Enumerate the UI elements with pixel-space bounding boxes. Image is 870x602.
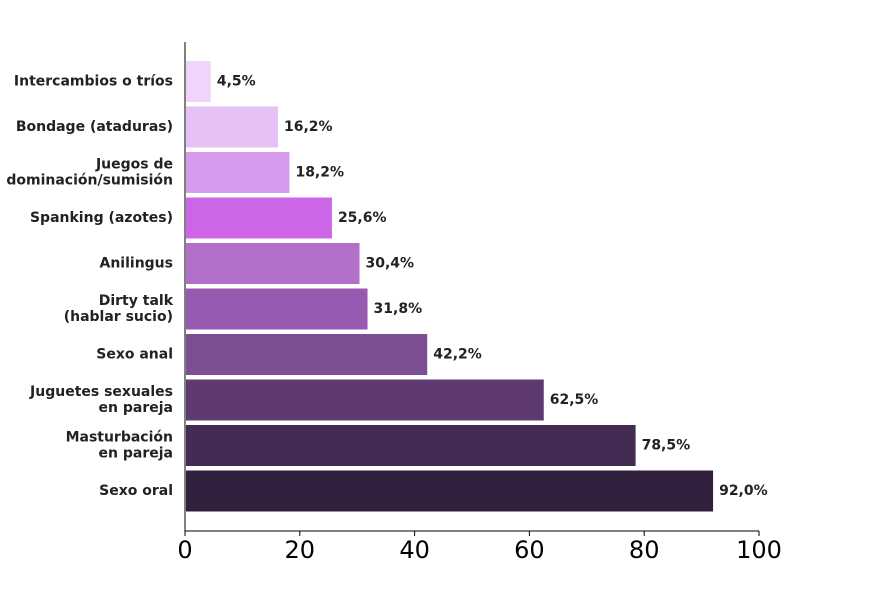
value-label-3: 25,6% [338, 210, 387, 226]
category-label-2: Juegos de dominación/sumisión [6, 157, 173, 189]
value-label-1: 16,2% [284, 119, 333, 135]
x-tick-label-2: 40 [399, 536, 430, 564]
category-label-9: Sexo oral [99, 483, 173, 499]
category-label-line: Bondage (ataduras) [16, 119, 173, 135]
value-labels: 4,5% 16,2% 18,2% 25,6% 30,4% 31,8% 42,2% 62,5% 7… [217, 74, 768, 500]
value-label-5: 31,8% [374, 301, 423, 317]
value-label-7: 62,5% [550, 392, 599, 408]
category-label-line: Intercambios o tríos [14, 74, 173, 90]
category-labels: Intercambios o tríos Bondage (ataduras) Ju… [6, 74, 173, 500]
x-tick-label-4: 80 [629, 536, 660, 564]
category-label-line: Spanking (azotes) [30, 210, 173, 226]
x-tick-label-1: 20 [285, 536, 316, 564]
x-tick-label-3: 60 [514, 536, 545, 564]
bar-7 [186, 379, 544, 421]
category-label-line: Masturbación [66, 430, 173, 446]
axes [184, 42, 759, 532]
category-label-7: Juguetes sexuales en pareja [29, 384, 173, 416]
value-label-2: 18,2% [295, 165, 344, 181]
bar-0 [186, 61, 211, 102]
category-label-0: Intercambios o tríos [14, 74, 173, 90]
category-label-3: Spanking (azotes) [30, 210, 173, 226]
bars-group [186, 61, 714, 512]
bar-5 [186, 288, 368, 330]
category-label-line: Anilingus [100, 256, 174, 272]
value-label-6: 42,2% [433, 347, 482, 363]
category-label-line: Dirty talk [99, 293, 174, 309]
value-label-9: 92,0% [719, 483, 768, 499]
value-label-4: 30,4% [365, 256, 414, 272]
bar-9 [186, 470, 714, 512]
category-label-line: Juguetes sexuales [29, 384, 173, 400]
bar-4 [186, 243, 360, 284]
bar-3 [186, 197, 332, 239]
category-label-6: Sexo anal [96, 347, 173, 363]
x-tick-label-5: 100 [736, 536, 782, 564]
category-label-8: Masturbación en pareja [66, 430, 173, 462]
bar-8 [186, 425, 636, 466]
category-label-line: Sexo anal [96, 347, 173, 363]
bar-6 [186, 334, 428, 375]
value-label-8: 78,5% [642, 438, 691, 454]
bar-1 [186, 106, 278, 148]
category-label-line: (hablar sucio) [64, 309, 173, 325]
category-label-line: Sexo oral [99, 483, 173, 499]
category-label-line: en pareja [99, 400, 173, 416]
bar-2 [186, 152, 290, 193]
x-axis-ticks: 0 20 40 60 80 100 [177, 531, 782, 564]
x-tick-label-0: 0 [177, 536, 192, 564]
category-label-line: Juegos de [95, 157, 173, 173]
category-label-4: Anilingus [100, 256, 174, 272]
category-label-line: en pareja [99, 446, 173, 462]
value-label-0: 4,5% [217, 74, 256, 90]
category-label-5: Dirty talk (hablar sucio) [64, 293, 174, 325]
category-label-line: dominación/sumisión [6, 173, 173, 189]
category-label-1: Bondage (ataduras) [16, 119, 173, 135]
